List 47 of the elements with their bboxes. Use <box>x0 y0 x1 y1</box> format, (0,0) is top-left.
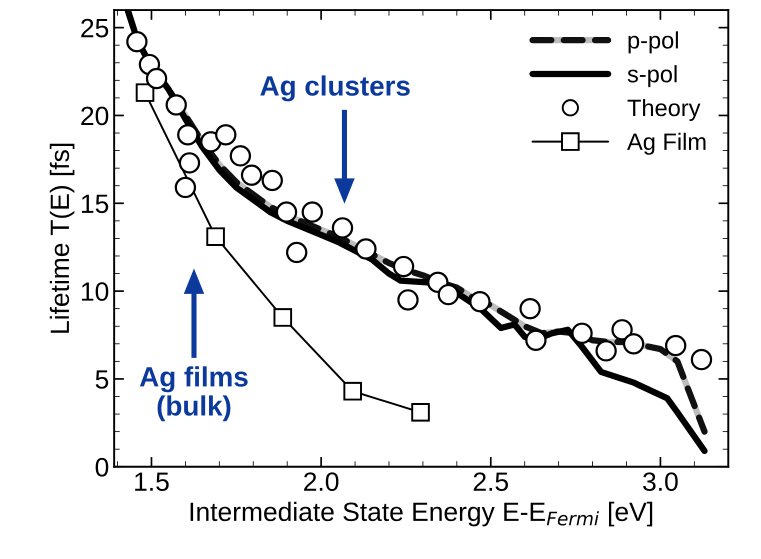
x-tick-label: 2.0 <box>304 472 338 492</box>
point <box>622 333 644 354</box>
point <box>469 290 491 312</box>
x-tick-label: 3.0 <box>643 472 678 492</box>
x-axis-title: Intermediate State Energy E-E$_{Fermi}$ [eV] <box>190 502 652 526</box>
legend-label: Ag Film <box>627 132 706 155</box>
point <box>240 164 262 186</box>
point <box>665 334 686 356</box>
legend-label: s-pol <box>628 65 677 88</box>
y-tick-label: 15 <box>82 194 108 214</box>
point <box>332 217 354 239</box>
point <box>392 256 414 278</box>
y-tick-label: 25 <box>81 18 108 38</box>
point <box>126 31 148 52</box>
y-tick-label: 0 <box>96 458 108 477</box>
point <box>438 284 460 306</box>
point <box>262 170 283 192</box>
point <box>276 201 298 223</box>
x-tick-label: 2.5 <box>474 472 508 492</box>
point <box>286 242 308 264</box>
point <box>146 68 168 90</box>
point <box>206 227 225 246</box>
point <box>525 330 547 351</box>
point <box>273 308 292 327</box>
legend-label: p-pol <box>628 31 678 54</box>
point <box>174 176 196 198</box>
point <box>355 238 377 260</box>
point <box>411 403 430 422</box>
x-tick-label: 1.5 <box>135 472 169 492</box>
point <box>215 124 236 146</box>
annotation: Ag films (bulk) <box>140 366 248 422</box>
y-tick-label: 5 <box>96 370 108 389</box>
point <box>519 298 541 320</box>
legend-label: Theory <box>628 98 700 121</box>
point <box>595 340 617 362</box>
point <box>343 382 362 401</box>
point <box>302 201 323 223</box>
point <box>166 94 187 116</box>
point <box>136 83 154 102</box>
y-axis-title: Lifetime T(E) [fs] <box>50 144 74 333</box>
point <box>571 322 593 344</box>
point <box>397 289 419 311</box>
y-tick-label: 20 <box>81 106 108 126</box>
annotation: Ag clusters <box>260 75 410 102</box>
y-tick-label: 10 <box>82 282 108 301</box>
point <box>690 348 712 370</box>
point <box>177 124 198 146</box>
